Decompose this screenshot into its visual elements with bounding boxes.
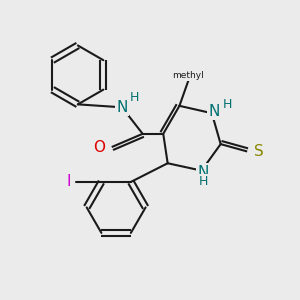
Text: H: H <box>130 92 139 104</box>
Text: H: H <box>223 98 232 111</box>
Text: methyl: methyl <box>172 71 204 80</box>
Text: O: O <box>93 140 105 154</box>
Text: I: I <box>66 174 70 189</box>
Text: N: N <box>197 165 209 180</box>
Text: N: N <box>116 100 128 115</box>
Text: H: H <box>198 175 208 188</box>
Text: N: N <box>208 104 220 119</box>
Text: S: S <box>254 144 263 159</box>
